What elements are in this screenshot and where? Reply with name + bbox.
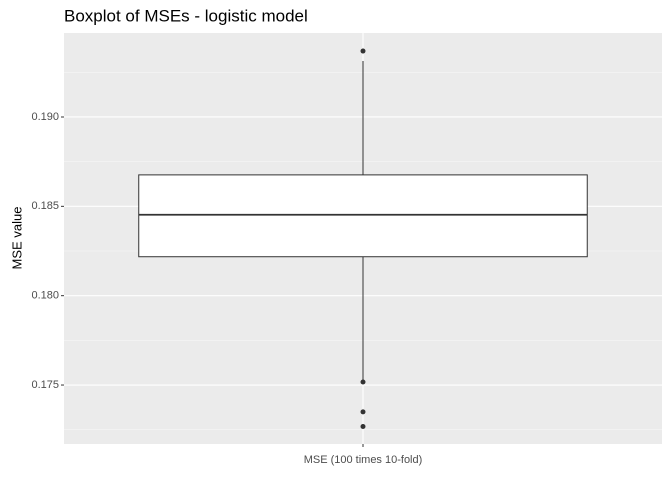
box — [138, 174, 588, 258]
y-axis-label: MSE value — [9, 207, 24, 270]
chart-title: Boxplot of MSEs - logistic model — [64, 6, 308, 25]
outlier — [360, 48, 366, 54]
y-tick-label: 0.180 — [31, 290, 59, 302]
y-tick-label: 0.190 — [31, 111, 59, 123]
outlier — [360, 409, 366, 415]
outlier — [360, 379, 366, 385]
y-tick-label: 0.175 — [31, 379, 59, 391]
x-tick-label: MSE (100 times 10-fold) — [304, 454, 423, 466]
outlier — [360, 423, 366, 429]
y-tick-label: 0.185 — [31, 200, 59, 212]
